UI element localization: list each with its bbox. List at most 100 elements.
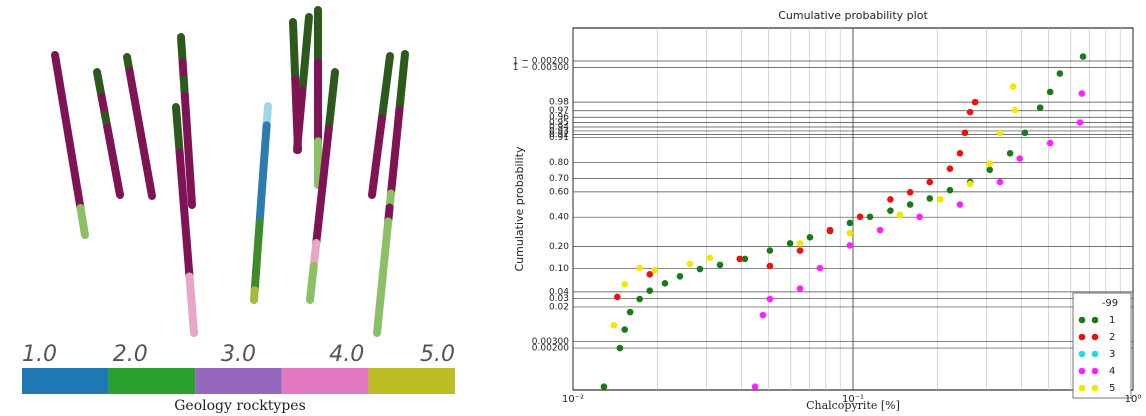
drillhole-segment (391, 110, 399, 194)
colorbar-segment (195, 368, 282, 394)
data-point (617, 345, 624, 352)
y-tick-label: 1 − 0.00200 (513, 57, 569, 67)
data-point (621, 281, 628, 288)
data-point (1057, 70, 1064, 77)
drillholes (55, 10, 405, 333)
data-point (947, 187, 954, 194)
drillhole-segment (329, 72, 335, 129)
legend-marker (1079, 334, 1086, 341)
drillhole-segment (130, 71, 153, 196)
data-point (1047, 140, 1054, 147)
colorbar-label: Geology rocktypes (174, 398, 306, 414)
drillhole-segment (55, 55, 81, 208)
data-point (1037, 104, 1044, 111)
legend-label: 1 (1109, 315, 1115, 326)
data-point (957, 201, 964, 208)
data-point (636, 265, 643, 272)
x-tick-label: 10⁻² (562, 394, 584, 405)
data-point (957, 150, 964, 157)
data-point (1079, 90, 1086, 97)
y-tick-label: 0.80 (549, 158, 569, 168)
data-point (787, 240, 794, 247)
data-point (1022, 129, 1029, 136)
legend-title: -99 (1102, 298, 1118, 309)
drillhole-segment (310, 266, 314, 300)
data-point (687, 261, 694, 268)
data-point (887, 207, 894, 214)
colorbar-segment (282, 368, 369, 394)
data-point (627, 309, 634, 316)
data-point (807, 234, 814, 241)
data-point (887, 196, 894, 203)
y-tick-label: 0.10 (549, 264, 569, 274)
y-tick-label: 0.70 (549, 174, 569, 184)
drillhole-segment (372, 119, 382, 195)
data-point (962, 129, 969, 136)
data-point (797, 240, 804, 247)
data-point (767, 247, 774, 254)
data-point (937, 196, 944, 203)
drillhole-segment (377, 221, 388, 333)
legend-label: 5 (1109, 383, 1115, 394)
colorbar-tick-label: 4.0 (329, 342, 364, 367)
data-point (907, 201, 914, 208)
data-point (717, 262, 724, 269)
data-point (1007, 150, 1014, 157)
data-point (847, 220, 854, 227)
y-tick-label: 0.00300 (532, 337, 569, 347)
data-point (760, 312, 767, 319)
data-point (767, 263, 774, 270)
colorbar-tick-label: 2.0 (113, 342, 148, 367)
data-point (1012, 107, 1019, 114)
data-point (797, 285, 804, 292)
drillhole-segment (260, 125, 267, 222)
data-point (997, 129, 1004, 136)
x-tick-label: 10⁰ (1125, 394, 1142, 405)
data-point (827, 227, 834, 234)
colorbar-tick-label: 3.0 (221, 342, 256, 367)
data-point (916, 213, 923, 220)
y-tick-label: 0.98 (549, 98, 569, 108)
data-point (817, 265, 824, 272)
drillhole-segment (293, 22, 295, 80)
page: 1.02.03.04.05.0Geology rocktypesCumulati… (0, 0, 1146, 416)
legend-marker (1092, 317, 1099, 324)
data-point (1077, 119, 1084, 126)
data-point (752, 383, 759, 390)
data-point (636, 296, 643, 303)
x-tick-label: 10⁻¹ (842, 394, 864, 405)
figure: 1.02.03.04.05.0Geology rocktypesCumulati… (0, 0, 1146, 416)
data-point (926, 195, 933, 202)
colorbar-segment (368, 368, 455, 394)
data-point (1047, 89, 1054, 96)
legend-marker (1079, 351, 1086, 358)
data-point (857, 213, 864, 220)
colorbar-segment (109, 368, 196, 394)
chart-title: Cumulative probability plot (778, 9, 928, 22)
y-tick-label: 0.97 (549, 106, 569, 116)
data-point (897, 211, 904, 218)
data-point (767, 296, 774, 303)
data-point (907, 189, 914, 196)
data-point (614, 294, 621, 301)
drillhole-segment (255, 222, 260, 290)
drillhole-segment (107, 127, 120, 195)
data-point (736, 256, 743, 263)
drillhole-segment (302, 17, 309, 90)
data-point (1016, 155, 1023, 162)
data-point (652, 267, 659, 274)
drillhole-segment (190, 277, 195, 334)
drillhole-segment (176, 107, 180, 152)
data-point (1010, 83, 1017, 90)
data-point (847, 242, 854, 249)
data-point (926, 179, 933, 186)
drillhole-segment (399, 54, 405, 110)
data-point (1080, 53, 1087, 60)
data-point (847, 230, 854, 237)
drillhole-segment (382, 56, 390, 119)
data-point (611, 322, 618, 329)
data-point (867, 213, 874, 220)
y-tick-label: 0.20 (549, 242, 569, 252)
data-point (646, 287, 653, 294)
legend-label: 3 (1109, 349, 1115, 360)
